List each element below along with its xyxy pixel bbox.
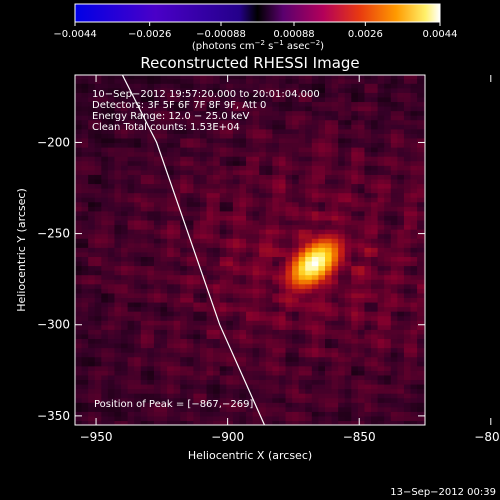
colorbar-unit-label: (photons cm−2 s−1 asec−2) <box>192 39 324 52</box>
footer-timestamp: 13−Sep−2012 00:39 <box>390 487 496 498</box>
colorbar-unit-part: −2 <box>310 39 320 47</box>
colorbar-gradient <box>74 3 441 23</box>
colorbar-tick-label: −0.00088 <box>196 29 246 40</box>
y-tick-label: −350 <box>37 409 70 423</box>
colorbar-unit-part: (photons cm <box>192 41 255 52</box>
peak-position-label: Position of Peak = [−867,−269] <box>94 399 253 410</box>
colorbar-tick-label: −0.0026 <box>128 29 171 40</box>
colorbar: −0.0044 −0.0026 −0.00088 0.00088 0.0026 0.004… <box>53 3 458 52</box>
x-axis-label: Heliocentric X (arcsec) <box>188 449 312 462</box>
colorbar-tick-label: −0.0044 <box>53 29 96 40</box>
annotation-line: Clean Total counts: 1.53E+04 <box>92 122 240 133</box>
x-tick-label: −850 <box>343 430 376 444</box>
solar-limb-line <box>121 75 266 425</box>
chart-title: Reconstructed RHESSI Image <box>140 54 359 72</box>
colorbar-tick-label: 0.0026 <box>348 29 383 40</box>
annotation-line: 10−Sep−2012 19:57:20.000 to 20:01:04.000 <box>92 89 320 100</box>
y-tick-label: −250 <box>37 227 70 241</box>
annotation-line: Energy Range: 12.0 − 25.0 keV <box>92 111 249 122</box>
heatmap <box>75 75 425 425</box>
x-axis: −950 −900 −850 −800 <box>80 75 500 444</box>
annotation-block: 10−Sep−2012 19:57:20.000 to 20:01:04.000… <box>92 89 320 133</box>
colorbar-tick-label: 0.0044 <box>423 29 458 40</box>
y-axis: −200 −250 −300 −350 <box>37 135 425 423</box>
colorbar-unit-part: s <box>265 41 273 52</box>
x-tick-label: −800 <box>474 430 500 444</box>
colorbar-ticks: −0.0044 −0.0026 −0.00088 0.00088 0.0026 0.004… <box>53 22 458 40</box>
colorbar-unit-part: −1 <box>273 39 283 47</box>
annotation-line: Detectors: 3F 5F 6F 7F 8F 9F, Att 0 <box>92 100 266 111</box>
x-tick-label: −900 <box>211 430 244 444</box>
colorbar-unit-part: asec <box>284 41 310 52</box>
x-tick-label: −950 <box>80 430 113 444</box>
colorbar-unit-part: −2 <box>255 39 265 47</box>
colorbar-unit-part: ) <box>320 41 324 52</box>
plot-area <box>74 74 426 426</box>
plot-frame <box>74 74 426 426</box>
y-tick-label: −300 <box>37 318 70 332</box>
y-tick-label: −200 <box>37 135 70 149</box>
colorbar-tick-label: 0.00088 <box>273 29 314 40</box>
y-axis-label: Heliocentric Y (arcsec) <box>15 188 28 312</box>
